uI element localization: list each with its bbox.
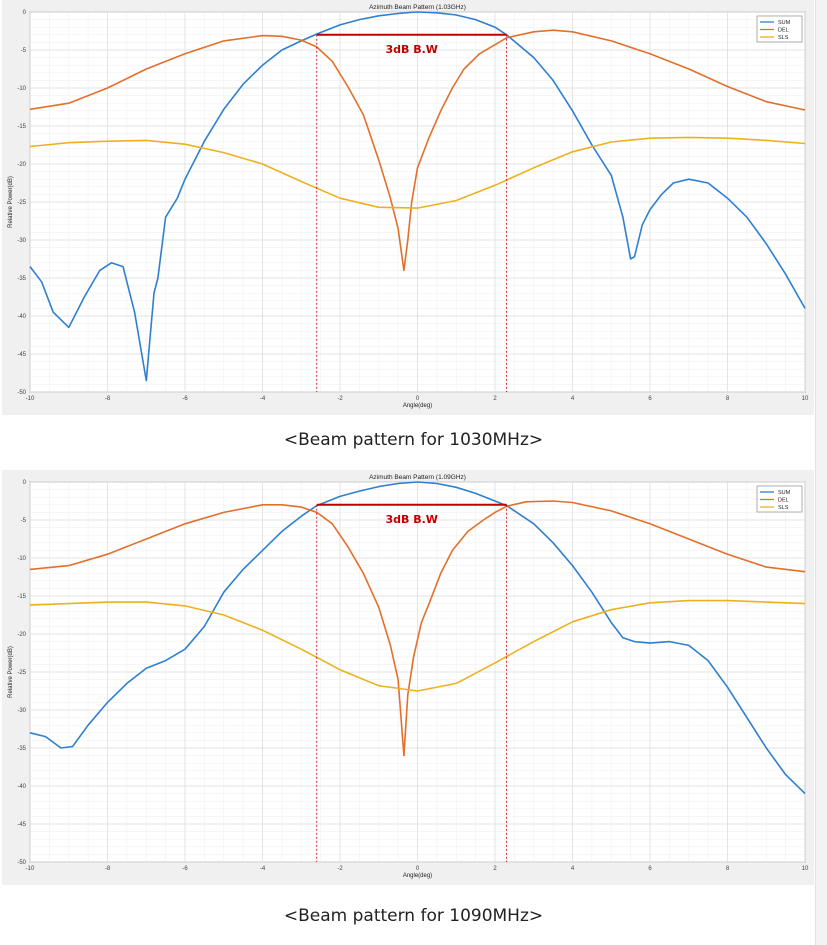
x-tick-label: 6	[648, 866, 652, 872]
y-tick-label: -20	[17, 632, 26, 638]
x-tick-label: -2	[337, 866, 343, 872]
legend-label-sls: SLS	[778, 35, 789, 41]
chart-title: Azimuth Beam Pattern (1.03GHz)	[369, 4, 466, 11]
chart-title: Azimuth Beam Pattern (1.09GHz)	[369, 474, 466, 481]
x-tick-label: -6	[182, 396, 188, 402]
x-tick-label: -8	[105, 396, 111, 402]
x-tick-label: 4	[571, 866, 575, 872]
series-line-sls	[29, 136, 806, 209]
y-tick-label: -25	[17, 670, 26, 676]
y-tick-label: -30	[17, 238, 26, 244]
y-tick-label: -15	[17, 124, 26, 130]
beam-pattern-chart-1030mhz: -10 -8 -6 -4 -2 0 2 4 6 8 100-5-10-15-20-25-30-35-…	[8, 4, 809, 409]
x-tick-label: 6	[648, 396, 652, 402]
x-axis-label: Angle(deg)	[403, 873, 432, 879]
legend-label-sum: SUM	[778, 490, 791, 496]
legend-label-sum: SUM	[778, 20, 791, 26]
y-tick-label: -10	[17, 556, 26, 562]
x-tick-label: -4	[260, 866, 266, 872]
x-tick-label: -6	[182, 866, 188, 872]
beamwidth-label: 3dB B.W	[385, 43, 437, 56]
y-tick-label: -40	[17, 784, 26, 790]
x-tick-label: -8	[105, 866, 111, 872]
x-tick-label: -2	[337, 396, 343, 402]
y-tick-label: -30	[17, 708, 26, 714]
beam-pattern-chart-1090mhz: -10 -8 -6 -4 -2 0 2 4 6 8 100-5-10-15-20-25-30-35-…	[8, 474, 809, 879]
series-line-sum	[29, 11, 806, 382]
beam-pattern-figure-1090mhz: -10 -8 -6 -4 -2 0 2 4 6 8 10 0 -5 -10 -15 -20 -25 -30 -35-…	[2, 470, 814, 885]
y-tick-label: 0	[23, 480, 27, 486]
x-axis-label: Angle(deg)	[403, 403, 432, 409]
x-tick-label: 10	[802, 866, 809, 872]
x-tick-label: 10	[802, 396, 809, 402]
x-tick-label: -10	[26, 866, 35, 872]
x-tick-label: 2	[493, 396, 497, 402]
x-tick-label: 8	[726, 396, 730, 402]
legend-label-del: DEL	[778, 28, 789, 34]
y-tick-label: -10	[17, 86, 26, 92]
vertical-scrollbar[interactable]	[815, 0, 827, 945]
y-tick-label: -5	[21, 518, 27, 524]
y-tick-label: -50	[17, 390, 26, 396]
y-tick-label: -35	[17, 746, 26, 752]
y-axis-label: Relative Power(dB)	[8, 176, 14, 228]
y-tick-label: -45	[17, 352, 26, 358]
beam-pattern-figure-1030mhz: -10 -8 -6 -4 -2 0 2 4 6 8 10 0 -5 -10 -15 -20 -25 -30 -35-…	[2, 0, 814, 415]
y-tick-label: -25	[17, 200, 26, 206]
legend-label-del: DEL	[778, 498, 789, 504]
x-tick-label: -10	[26, 396, 35, 402]
y-axis-label: Relative Power(dB)	[8, 646, 14, 698]
y-tick-label: -20	[17, 162, 26, 168]
x-tick-label: 0	[416, 396, 420, 402]
x-tick-label: -4	[260, 396, 266, 402]
y-tick-label: -50	[17, 860, 26, 866]
x-tick-label: 2	[493, 866, 497, 872]
x-tick-label: 4	[571, 396, 575, 402]
y-tick-label: 0	[23, 10, 27, 16]
x-tick-label: 0	[416, 866, 420, 872]
series-line-del	[29, 500, 806, 757]
x-tick-label: 8	[726, 866, 730, 872]
y-tick-label: -15	[17, 594, 26, 600]
y-tick-label: -5	[21, 48, 27, 54]
beamwidth-label: 3dB B.W	[385, 513, 437, 526]
y-tick-label: -35	[17, 276, 26, 282]
legend-label-sls: SLS	[778, 505, 789, 511]
series-line-sls	[29, 599, 806, 692]
figure-caption-1030mhz: <Beam pattern for 1030MHz>	[283, 430, 544, 450]
series-line-del	[29, 29, 806, 272]
series-line-sum	[29, 481, 806, 795]
y-tick-label: -40	[17, 314, 26, 320]
y-tick-label: -45	[17, 822, 26, 828]
figure-caption-1090mhz: <Beam pattern for 1090MHz>	[283, 906, 544, 926]
